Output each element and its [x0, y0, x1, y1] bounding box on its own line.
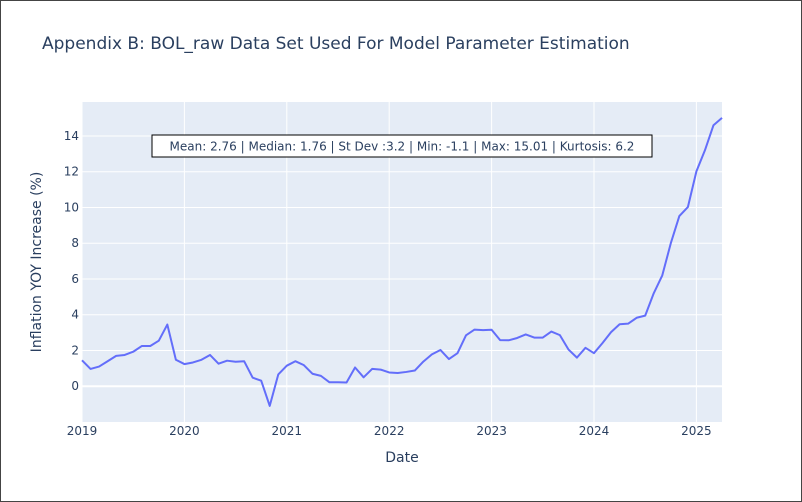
x-tick-label: 2020	[169, 424, 200, 438]
y-axis-ticks: 0 2 4 6 8 10 12 14	[64, 129, 79, 393]
chart-title: Appendix B: BOL_raw Data Set Used For Mo…	[42, 34, 630, 54]
y-axis-title: Inflation YOY Increase (%)	[29, 172, 45, 353]
x-tick-label: 2019	[67, 424, 98, 438]
y-tick-label: 10	[64, 200, 79, 214]
stats-annotation-text: Mean: 2.76 | Median: 1.76 | St Dev :3.2 …	[170, 140, 635, 154]
x-tick-label: 2022	[374, 424, 405, 438]
stats-annotation-box	[151, 134, 653, 158]
stats-annotation: Mean: 2.76 | Median: 1.76 | St Dev :3.2 …	[151, 134, 653, 158]
y-tick-label: 14	[64, 129, 79, 143]
y-tick-label: 8	[71, 236, 79, 250]
x-tick-label: 2025	[681, 424, 712, 438]
y-tick-label: 12	[64, 165, 79, 179]
y-tick-label: 2	[71, 343, 79, 357]
x-axis-title: Date	[385, 450, 418, 466]
y-tick-label: 4	[71, 308, 79, 322]
x-tick-label: 2021	[272, 424, 303, 438]
x-tick-label: 2023	[476, 424, 507, 438]
y-tick-label: 0	[71, 379, 79, 393]
x-tick-label: 2024	[579, 424, 610, 438]
series-layer	[81, 117, 723, 407]
series-line	[81, 117, 723, 407]
y-tick-label: 6	[71, 272, 79, 286]
x-axis-ticks: 2019 2020 2021 2022 2023 2024 2025	[67, 424, 712, 438]
